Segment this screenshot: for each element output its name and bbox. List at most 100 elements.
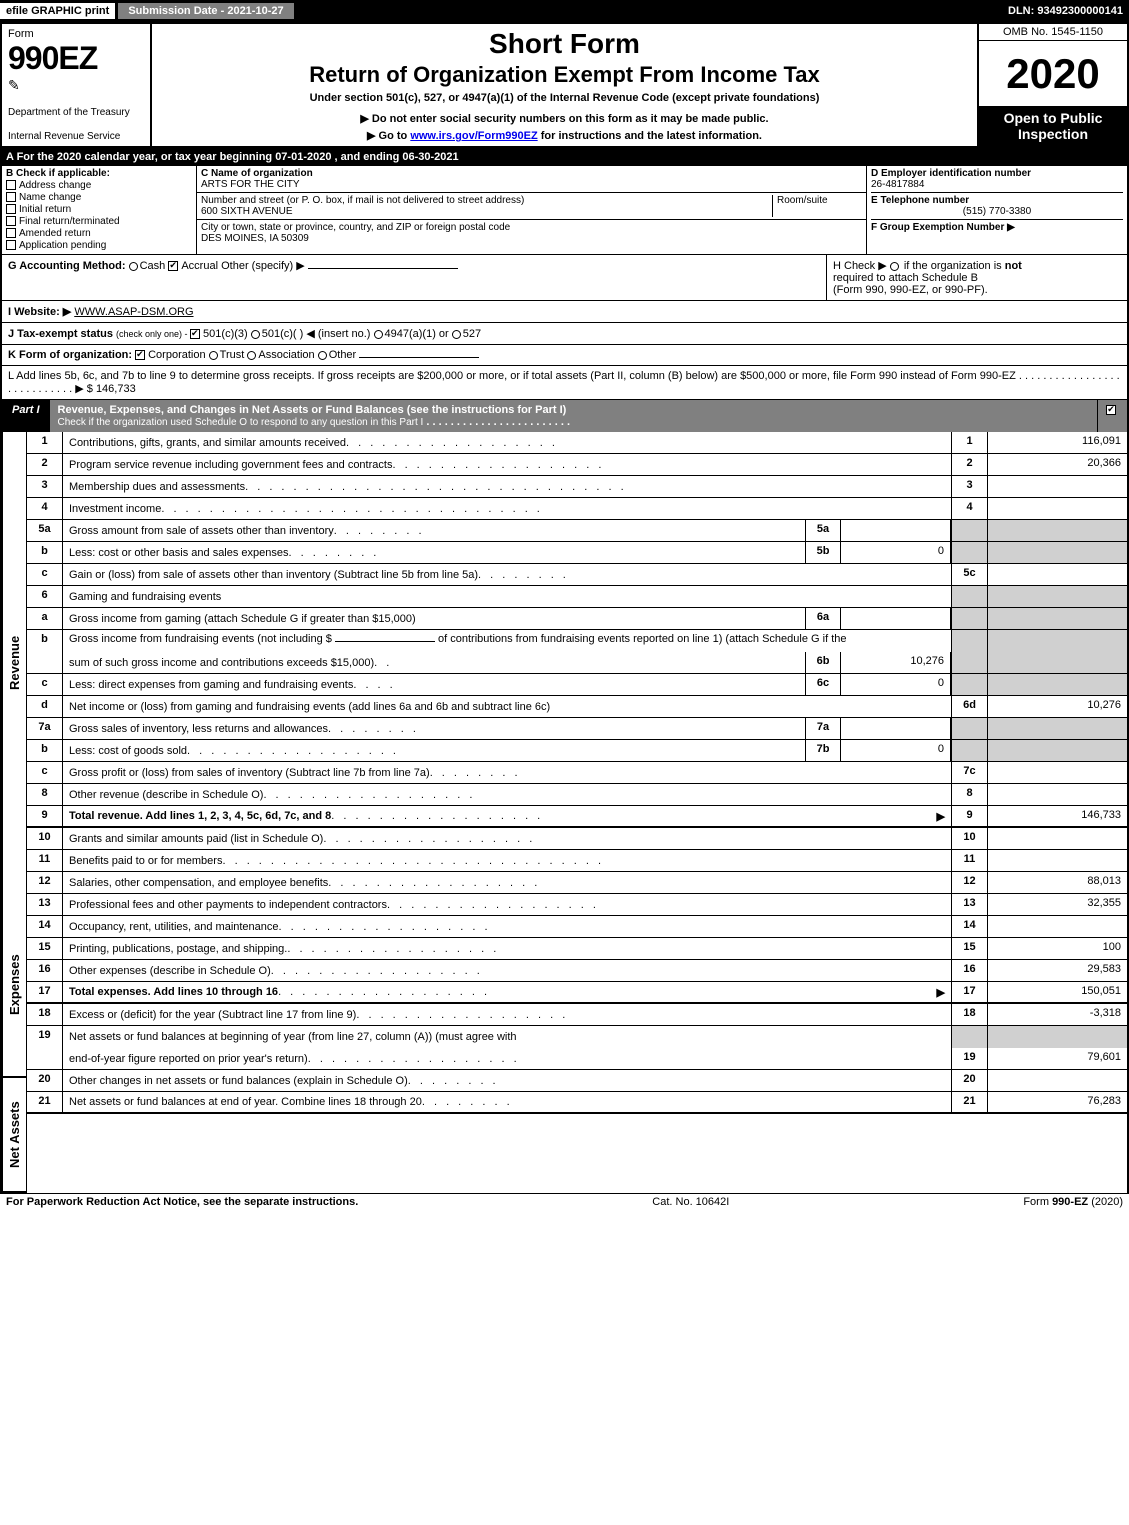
line-7c: c Gross profit or (loss) from sales of i… [27,762,1127,784]
line-17-value: 150,051 [987,982,1127,1002]
radio-527[interactable] [452,330,461,339]
radio-trust[interactable] [209,351,218,360]
line-19a: 19 Net assets or fund balances at beginn… [27,1026,1127,1048]
header-right: OMB No. 1545-1150 2020 Open to Public In… [977,24,1127,146]
footer-cat: Cat. No. 10642I [652,1196,729,1208]
chk-corporation[interactable] [135,350,145,360]
radio-h[interactable] [890,262,899,271]
line-6c-value: 0 [841,674,951,695]
line-18: 18 Excess or (deficit) for the year (Sub… [27,1004,1127,1026]
line-9-value: 146,733 [987,806,1127,826]
form-number: 990EZ [8,40,144,77]
ssn-warning: ▶ Do not enter social security numbers o… [160,112,969,125]
section-j: J Tax-exempt status (check only one) - 5… [0,323,1129,345]
line-6a: a Gross income from gaming (attach Sched… [27,608,1127,630]
irs-name: Internal Revenue Service [8,131,144,142]
h-not: not [1005,260,1022,272]
tax-year: 2020 [979,41,1127,106]
radio-4947[interactable] [374,330,383,339]
radio-other-org[interactable] [318,351,327,360]
line-16-value: 29,583 [987,960,1127,981]
line-6b-value: 10,276 [841,652,951,673]
chk-name-change[interactable]: Name change [6,192,192,203]
section-l: L Add lines 5b, 6c, and 7b to line 9 to … [0,366,1129,400]
chk-accrual[interactable] [168,261,178,271]
radio-association[interactable] [247,351,256,360]
line-5b: b Less: cost or other basis and sales ex… [27,542,1127,564]
h-line3: (Form 990, 990-EZ, or 990-PF). [833,284,988,296]
chk-schedule-o-part1[interactable] [1106,405,1116,415]
i-label: I Website: ▶ [8,306,71,318]
line-18-value: -3,318 [987,1004,1127,1025]
line-6b-1: b Gross income from fundraising events (… [27,630,1127,652]
website-link[interactable]: WWW.ASAP-DSM.ORG [74,306,193,318]
footer-left: For Paperwork Reduction Act Notice, see … [6,1196,358,1208]
dln: DLN: 93492300000141 [1008,5,1129,17]
line-6d: d Net income or (loss) from gaming and f… [27,696,1127,718]
top-bar: efile GRAPHIC print Submission Date - 20… [0,0,1129,22]
part1-title: Revenue, Expenses, and Changes in Net As… [50,400,1097,432]
footer-right: Form 990-EZ (2020) [1023,1196,1123,1208]
section-h: H Check ▶ if the organization is not req… [827,255,1127,300]
form-header: Form 990EZ ✎ Department of the Treasury … [0,22,1129,148]
chk-final-return[interactable]: Final return/terminated [6,216,192,227]
g-other: Other (specify) ▶ [221,260,305,272]
part1-tag: Part I [2,400,50,432]
line-2-value: 20,366 [987,454,1127,475]
line-3-value [987,476,1127,497]
h-post: if the organization is [901,260,1005,272]
h-pre: H Check ▶ [833,260,890,272]
goto-link[interactable]: www.irs.gov/Form990EZ [410,130,537,142]
dept-treasury: Department of the Treasury [8,107,144,118]
efile-text: efile [6,5,31,17]
chk-initial-return[interactable]: Initial return [6,204,192,215]
line-5a: 5a Gross amount from sale of assets othe… [27,520,1127,542]
line-12: 12 Salaries, other compensation, and emp… [27,872,1127,894]
line-19b: end-of-year figure reported on prior yea… [27,1048,1127,1070]
j-sub: (check only one) - [116,329,190,339]
tel-value: (515) 770-3380 [871,206,1123,217]
section-bcd: B Check if applicable: Address change Na… [0,166,1129,255]
line-6b-2: sum of such gross income and contributio… [27,652,1127,674]
section-g: G Accounting Method: Cash Accrual Other … [2,255,827,300]
chk-amended-return[interactable]: Amended return [6,228,192,239]
part1-grid-wrap: Revenue Expenses Net Assets 1 Contributi… [0,432,1129,1193]
line-15-value: 100 [987,938,1127,959]
radio-501c[interactable] [251,330,260,339]
period-bar: A For the 2020 calendar year, or tax yea… [0,148,1129,166]
arrow-icon: ▶ [937,810,945,823]
g-label: G Accounting Method: [8,260,126,272]
under-section: Under section 501(c), 527, or 4947(a)(1)… [160,92,969,104]
section-b-label: B Check if applicable: [6,168,192,179]
city-label: City or town, state or province, country… [201,222,510,233]
line-15: 15 Printing, publications, postage, and … [27,938,1127,960]
line-16: 16 Other expenses (describe in Schedule … [27,960,1127,982]
goto-pre: ▶ Go to [367,130,410,142]
chk-address-change[interactable]: Address change [6,180,192,191]
line-8-value [987,784,1127,805]
room-label: Room/suite [777,195,828,206]
chk-application-pending[interactable]: Application pending [6,240,192,251]
radio-cash[interactable] [129,262,138,271]
chk-501c3[interactable] [190,329,200,339]
page-footer: For Paperwork Reduction Act Notice, see … [0,1193,1129,1210]
side-expenses: Expenses [2,894,26,1078]
line-6a-value [841,608,951,629]
graphic-text: GRAPHIC [31,5,82,17]
section-c: C Name of organization ARTS FOR THE CITY… [197,166,867,254]
j-label: J Tax-exempt status [8,328,116,340]
part1-header: Part I Revenue, Expenses, and Changes in… [0,400,1129,432]
tel-label: E Telephone number [871,195,969,206]
goto-line: ▶ Go to www.irs.gov/Form990EZ for instru… [160,129,969,142]
header-left: Form 990EZ ✎ Department of the Treasury … [2,24,152,146]
line-19-value: 79,601 [987,1048,1127,1069]
line-20: 20 Other changes in net assets or fund b… [27,1070,1127,1092]
line-2: 2 Program service revenue including gove… [27,454,1127,476]
line-1-value: 116,091 [987,432,1127,453]
line-21-value: 76,283 [987,1092,1127,1112]
line-4: 4 Investment income. . . . . . . . . . .… [27,498,1127,520]
efile-graphic-print[interactable]: efile GRAPHIC print [0,3,115,19]
line-6: 6 Gaming and fundraising events [27,586,1127,608]
line-8: 8 Other revenue (describe in Schedule O)… [27,784,1127,806]
line-11-value [987,850,1127,871]
